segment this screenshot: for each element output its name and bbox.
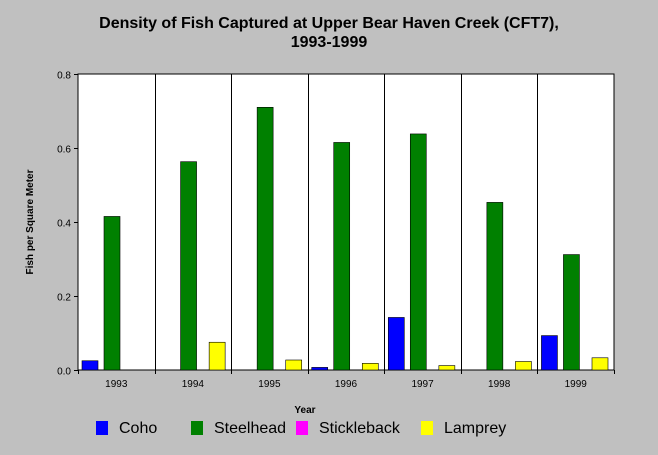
x-tick-label: 1996 — [335, 379, 358, 390]
legend-label: Lamprey — [444, 420, 507, 437]
legend-swatch — [96, 421, 108, 435]
legend-label: Stickleback — [319, 420, 400, 437]
bar-steelhead-1996 — [333, 142, 351, 371]
y-axis-label: Fish per Square Meter — [25, 169, 36, 274]
axes: 0.0 0.2 0.4 0.6 0.8 1993 1994 1995 1996 1997 1998 1… — [57, 71, 615, 390]
legend-swatch — [296, 421, 308, 435]
x-tick-label: 1999 — [565, 379, 588, 390]
bar-coho-1996 — [311, 367, 329, 371]
x-tick-label: 1995 — [258, 379, 281, 390]
y-tick-label: 0.4 — [57, 219, 71, 230]
bar-lamprey-1995 — [285, 359, 303, 371]
x-tick-label: 1994 — [182, 379, 205, 390]
bar-steelhead-1999 — [563, 254, 580, 371]
bar-lamprey-1998 — [515, 361, 532, 371]
y-tick-label: 0.0 — [57, 367, 71, 378]
bar-steelhead-1997 — [409, 133, 427, 371]
bar-steelhead-1998 — [486, 202, 504, 371]
bar-steelhead-1993 — [103, 216, 121, 371]
bar-coho-1993 — [81, 360, 99, 371]
bars — [81, 107, 609, 371]
bar-lamprey-1999 — [591, 357, 609, 371]
bar-coho-1997 — [387, 317, 405, 371]
x-axis-label: Year — [294, 405, 315, 416]
bar-coho-1999 — [541, 335, 558, 371]
y-tick-label: 0.6 — [57, 145, 71, 156]
category-separators — [155, 74, 538, 370]
legend-label: Coho — [119, 420, 158, 437]
bar-lamprey-1997 — [438, 365, 456, 371]
legend-swatch — [421, 421, 433, 435]
x-tick-label: 1998 — [488, 379, 511, 390]
chart-title: Density of Fish Captured at Upper Bear H… — [0, 14, 658, 52]
legend-label: Steelhead — [214, 420, 287, 437]
x-tick-label: 1997 — [411, 379, 434, 390]
chart-title-line-1: Density of Fish Captured at Upper Bear H… — [99, 15, 559, 32]
bar-lamprey-1996 — [361, 363, 379, 371]
bar-steelhead-1995 — [256, 107, 274, 371]
y-tick-label: 0.8 — [57, 71, 71, 82]
bar-steelhead-1994 — [180, 161, 197, 371]
chart-title-line-2: 1993-1999 — [290, 34, 368, 51]
y-tick-label: 0.2 — [57, 293, 71, 304]
legend-swatch — [191, 421, 203, 435]
bar-lamprey-1994 — [208, 341, 226, 371]
x-tick-label: 1993 — [105, 379, 128, 390]
